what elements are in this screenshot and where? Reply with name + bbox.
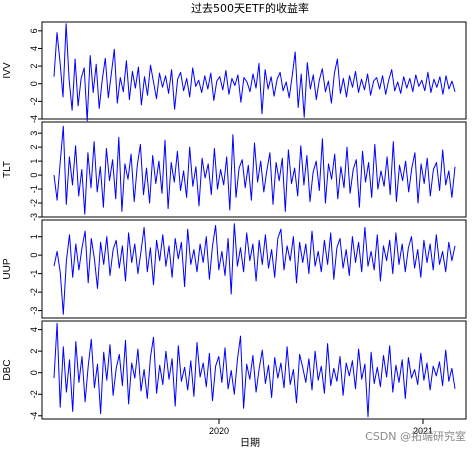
series-line-tlt bbox=[53, 125, 456, 215]
panel-uup: UUP -3 -2 -1 0 1 bbox=[2, 219, 467, 319]
panel-ivv: IVV -4 -2 0 2 4 6 bbox=[2, 21, 467, 123]
x-tick-label: 2020 bbox=[209, 426, 229, 436]
series-line-dbc bbox=[53, 322, 456, 418]
y-tick-label: 0 bbox=[29, 173, 39, 178]
y-tick-label: -2 bbox=[29, 97, 39, 105]
panels: IVV -4 -2 0 2 4 6 TLT -3 -2 -1 0 1 2 3 UUP -3 -2 -1 0 1 DBC -4… bbox=[2, 21, 467, 420]
series-label: UUP bbox=[2, 258, 13, 279]
y-tick-label: 6 bbox=[29, 28, 39, 33]
y-tick-label: -2 bbox=[29, 199, 39, 207]
series-label: DBC bbox=[2, 359, 13, 380]
chart-title: 过去500天ETF的收益率 bbox=[191, 1, 309, 15]
y-tick-label: -2 bbox=[29, 390, 39, 398]
x-axis: 2020 2021 bbox=[209, 419, 433, 436]
y-tick-label: -4 bbox=[29, 412, 39, 420]
panel-dbc: DBC -4 -2 0 2 4 bbox=[2, 320, 467, 420]
panel-frame bbox=[41, 219, 467, 319]
y-tick-label: -1 bbox=[29, 270, 39, 278]
x-axis-label: 日期 bbox=[240, 437, 260, 449]
y-tick-label: 0 bbox=[29, 253, 39, 258]
watermark: CSDN @拓端研究室 bbox=[365, 429, 466, 443]
y-tick-label: -4 bbox=[29, 115, 39, 123]
y-tick-label: 1 bbox=[29, 234, 39, 239]
series-line-uup bbox=[53, 223, 456, 315]
y-tick-label: 4 bbox=[29, 46, 39, 51]
y-tick-label: 2 bbox=[29, 64, 39, 69]
y-tick-label: 4 bbox=[29, 327, 39, 332]
y-tick-label: 2 bbox=[29, 145, 39, 150]
series-label: IVV bbox=[2, 62, 13, 78]
y-tick-label: 1 bbox=[29, 159, 39, 164]
panel-tlt: TLT -3 -2 -1 0 1 2 3 bbox=[2, 121, 467, 221]
y-tick-label: 0 bbox=[29, 370, 39, 375]
y-tick-label: 2 bbox=[29, 349, 39, 354]
series-label: TLT bbox=[2, 161, 13, 178]
y-tick-label: 0 bbox=[29, 81, 39, 86]
panel-frame bbox=[41, 121, 467, 218]
y-tick-label: 3 bbox=[29, 131, 39, 136]
panel-frame bbox=[41, 320, 467, 420]
y-tick-label: -2 bbox=[29, 288, 39, 296]
y-tick-label: -3 bbox=[29, 307, 39, 315]
y-tick-label: -1 bbox=[29, 185, 39, 193]
x-tick-label: 2021 bbox=[413, 426, 433, 436]
series-line-ivv bbox=[53, 23, 456, 122]
y-tick-label: -3 bbox=[29, 213, 39, 221]
panel-frame bbox=[41, 21, 467, 120]
